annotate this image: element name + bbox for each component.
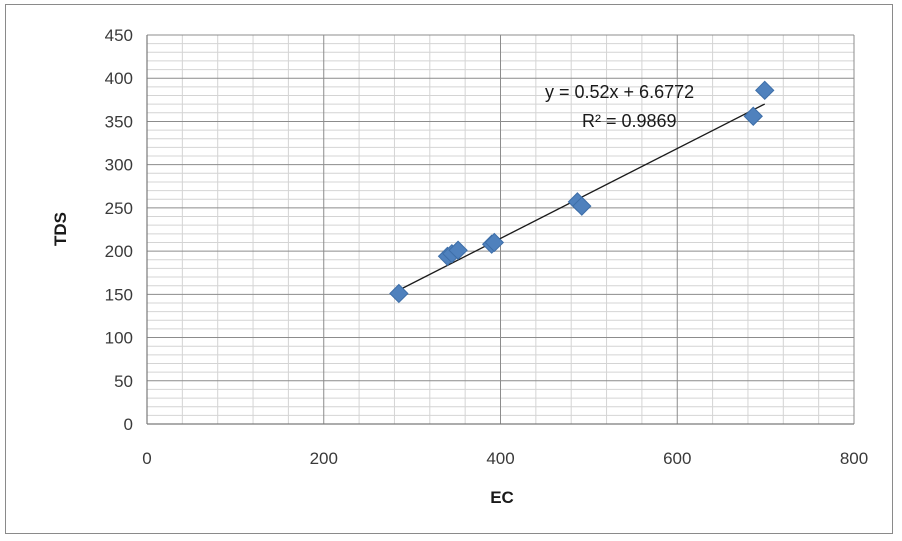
y-axis-tick-labels: 0 50 100 150 200 250 300 350 400 450	[105, 26, 133, 434]
y-tick-label: 150	[105, 285, 133, 304]
x-tick-label: 800	[840, 449, 868, 468]
y-tick-label: 50	[114, 372, 133, 391]
y-tick-label: 450	[105, 26, 133, 45]
data-point	[448, 240, 468, 260]
trendline-r-squared: R² = 0.9869	[582, 111, 677, 131]
y-tick-label: 100	[105, 329, 133, 348]
x-tick-label: 0	[142, 449, 151, 468]
x-axis-title: EC	[490, 488, 514, 507]
data-point	[755, 80, 775, 101]
data-point	[484, 232, 505, 253]
data-point	[743, 106, 763, 126]
chart-frame	[5, 4, 893, 534]
y-axis-title: TDS	[51, 212, 70, 246]
y-tick-label: 300	[105, 156, 133, 175]
data-points	[389, 80, 775, 304]
y-tick-label: 0	[124, 415, 133, 434]
y-tick-label: 200	[105, 242, 133, 261]
x-tick-label: 400	[486, 449, 514, 468]
data-point	[389, 283, 409, 304]
major-gridlines	[146, 34, 855, 425]
x-axis-tick-labels: 0 200 400 600 800	[142, 449, 868, 468]
x-tick-label: 200	[310, 449, 338, 468]
y-tick-label: 250	[105, 199, 133, 218]
x-tick-label: 600	[663, 449, 691, 468]
trendline-equation: y = 0.52x + 6.6772	[545, 82, 694, 102]
y-tick-label: 350	[105, 112, 133, 131]
data-point	[572, 196, 592, 216]
y-tick-label: 400	[105, 69, 133, 88]
